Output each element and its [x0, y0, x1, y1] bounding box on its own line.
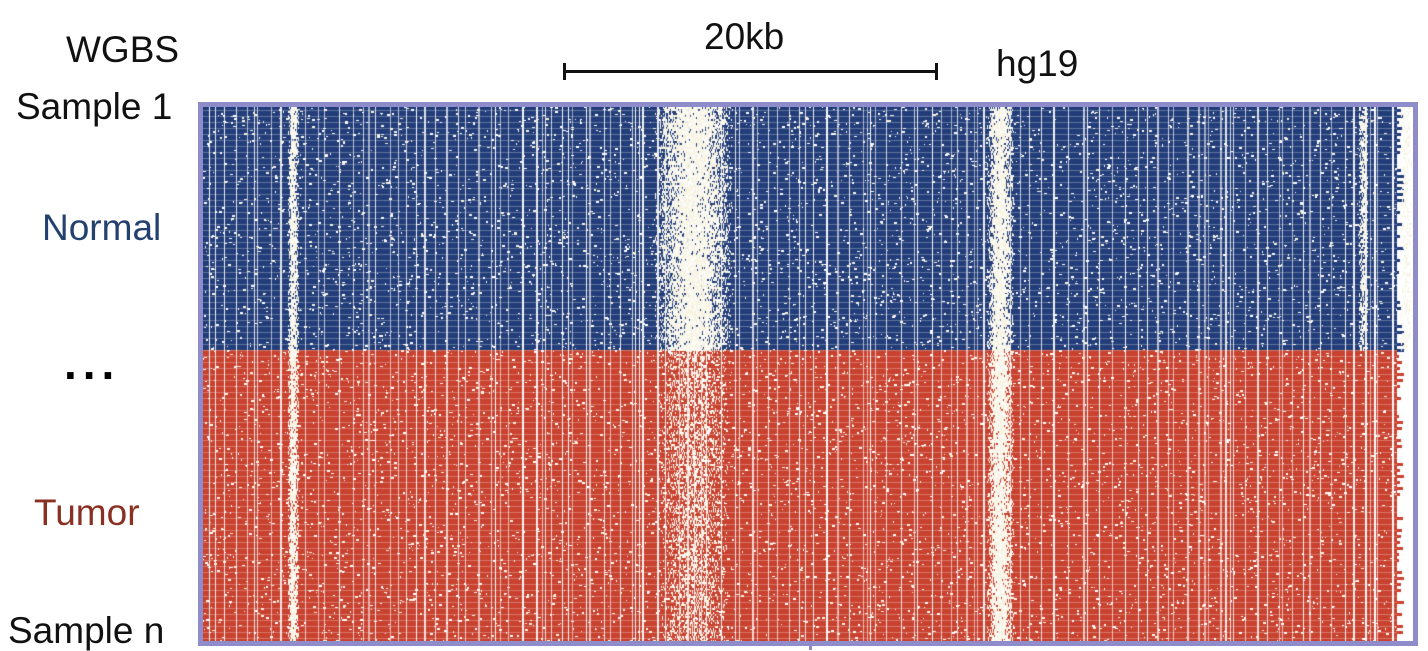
last-sample-label: Sample n	[8, 610, 165, 651]
frame-bottom-tick	[809, 644, 812, 650]
scale-bar-label: 20kb	[704, 16, 785, 57]
tumor-group-label: Tumor	[34, 492, 140, 533]
genome-build-label: hg19	[996, 43, 1079, 84]
samples-ellipsis: ...	[64, 337, 121, 389]
assay-title: WGBS	[66, 29, 180, 70]
methylation-heatmap	[203, 107, 1413, 641]
normal-group-label: Normal	[42, 207, 162, 248]
scale-bar	[563, 63, 938, 80]
first-sample-label: Sample 1	[16, 86, 173, 127]
scale-bar-right-tick	[935, 63, 938, 80]
methylation-heatmap-frame	[198, 102, 1418, 646]
scale-bar-left-tick	[563, 63, 566, 80]
